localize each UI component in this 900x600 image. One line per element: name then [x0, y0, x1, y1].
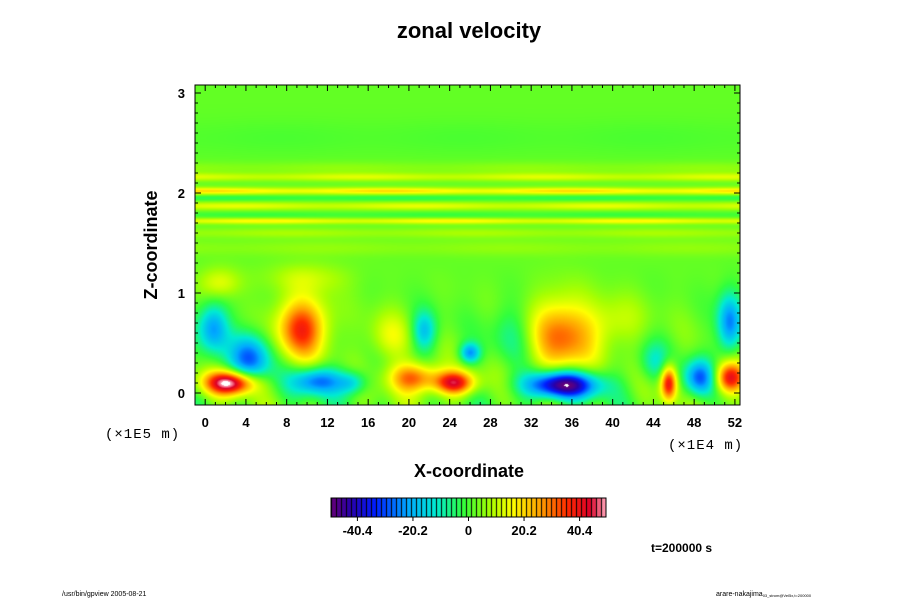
y-tick-label: 3 — [178, 86, 185, 101]
x-tick-label: 40 — [605, 415, 619, 430]
colorbar-gradient — [331, 498, 606, 517]
time-annotation: t=200000 s — [651, 541, 712, 555]
x-tick-label: 44 — [646, 415, 661, 430]
x-axis-label: X-coordinate — [414, 461, 524, 481]
colorbar-tick-label: -20.2 — [398, 523, 428, 538]
y-tick-label: 2 — [178, 186, 185, 201]
footer-right-main: arare-nakajima — [716, 591, 763, 598]
colorbar-ticks: -40.4 -20.2 0 20.2 40.4 — [343, 517, 593, 538]
y-axis: 0 1 2 3 — [178, 86, 740, 401]
x-tick-label: 0 — [202, 415, 209, 430]
x-tick-label: 32 — [524, 415, 538, 430]
x-scale-label: (×1E4 m) — [668, 438, 743, 454]
y-axis-label: Z-coordinate — [141, 190, 161, 299]
colorbar: -40.4 -20.2 0 20.2 40.4 — [330, 497, 607, 538]
x-tick-label: 4 — [242, 415, 250, 430]
plot-frame — [194, 84, 741, 406]
x-tick-label: 48 — [687, 415, 701, 430]
y-scale-label: (×1E5 m) — [105, 427, 180, 443]
x-tick-label: 24 — [442, 415, 457, 430]
chart-title: zonal velocity — [397, 18, 542, 43]
x-tick-label: 20 — [402, 415, 416, 430]
x-tick-label: 8 — [283, 415, 290, 430]
colorbar-tick-label: 20.2 — [511, 523, 536, 538]
x-tick-label: 52 — [728, 415, 742, 430]
x-tick-label: 28 — [483, 415, 497, 430]
footer-left: /usr/bin/gpview 2005-08-21 — [62, 591, 147, 598]
colorbar-tick-label: 40.4 — [567, 523, 593, 538]
footer-right-sub: 03_strom@Vel5x,t=200000 — [763, 593, 812, 598]
x-tick-label: 16 — [361, 415, 375, 430]
x-axis: 0 4 8 12 16 20 24 28 32 36 40 44 48 52 — [194, 85, 742, 430]
x-tick-label: 36 — [565, 415, 579, 430]
x-tick-label: 12 — [320, 415, 334, 430]
colorbar-tick-label: 0 — [465, 523, 472, 538]
colorbar-tick-label: -40.4 — [343, 523, 373, 538]
heatmap-image — [195, 85, 740, 405]
heatmap — [195, 85, 740, 405]
y-tick-label: 1 — [178, 286, 185, 301]
y-tick-label: 0 — [178, 386, 185, 401]
footer-right: arare-nakajima03_strom@Vel5x,t=200000 — [716, 591, 812, 598]
